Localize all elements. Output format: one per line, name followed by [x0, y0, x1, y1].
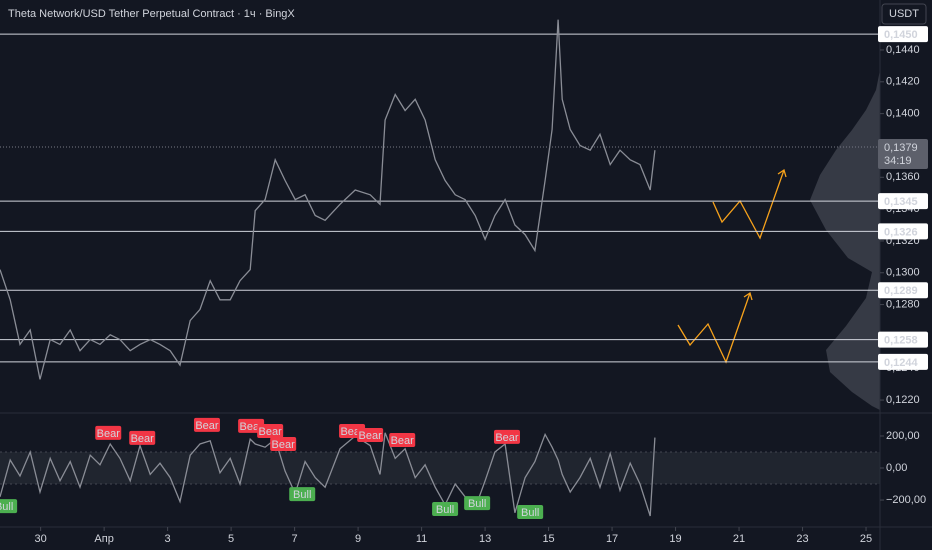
signal-label-box: [357, 428, 384, 443]
signal-label: Bear: [359, 430, 383, 442]
x-tick-label: 3: [165, 533, 171, 545]
level-label-box: [878, 282, 928, 299]
signal-label: Bull: [468, 498, 486, 510]
last-price-label: 0,1379: [884, 142, 918, 154]
y2-tick-label: 0,00: [886, 462, 907, 474]
signal-label: Bear: [391, 435, 415, 447]
signal-label: Bear: [272, 439, 296, 451]
signal-label-box: [129, 430, 156, 445]
level-label: 0,1450: [884, 29, 918, 41]
y-tick-label: 0,1220: [886, 394, 920, 406]
arrow-head: [777, 168, 787, 178]
signal-label: Bull: [521, 507, 539, 519]
signal-label: Bear: [131, 433, 155, 445]
signal-label-box: [432, 501, 459, 516]
y-tick-label: 0,1360: [886, 171, 920, 183]
oscillator-line: [0, 432, 656, 517]
level-label: 0,1289: [884, 285, 918, 297]
signal-label-box: [389, 432, 416, 447]
signal-label: Bear: [97, 428, 121, 440]
x-tick-label: 9: [355, 533, 361, 545]
x-tick-label: 15: [542, 533, 554, 545]
chart-title: Theta Network/USD Tether Perpetual Contr…: [8, 8, 295, 20]
level-label-box: [878, 193, 928, 210]
level-label: 0,1244: [884, 357, 919, 369]
signal-label-box: [95, 425, 122, 440]
level-label-box: [878, 223, 928, 240]
signal-label: Bear: [195, 420, 219, 432]
level-label-box: [878, 26, 928, 43]
signal-label-box: [464, 496, 491, 511]
x-tick-label: Апр: [94, 533, 113, 545]
x-tick-label: 7: [292, 533, 298, 545]
last-price-box: [878, 139, 928, 170]
price-line: [0, 19, 656, 380]
level-label: 0,1258: [884, 335, 918, 347]
y2-tick-label: −200,00: [886, 494, 926, 506]
currency-label[interactable]: USDT: [889, 8, 919, 20]
y-tick-label: 0,1280: [886, 298, 920, 310]
signal-label-box: [257, 424, 284, 439]
y-tick-label: 0,1440: [886, 44, 920, 56]
x-tick-label: 30: [35, 533, 47, 545]
x-tick-label: 11: [416, 533, 427, 545]
signal-label-box: [517, 505, 544, 520]
currency-button[interactable]: [881, 3, 927, 25]
level-label-box: [878, 353, 928, 370]
countdown: 34:19: [884, 155, 912, 167]
level-label: 0,1345: [884, 196, 918, 208]
arrow-head: [743, 291, 753, 301]
x-tick-label: 19: [669, 533, 681, 545]
signal-label-box: [289, 487, 316, 502]
x-tick-label: 13: [479, 533, 491, 545]
oscillator-band: [0, 451, 880, 485]
y-tick-label: 0,1300: [886, 267, 920, 279]
signal-label: Bear: [495, 432, 519, 444]
x-tick-label: 17: [606, 533, 618, 545]
projection-arrow: [677, 292, 751, 364]
signal-label-box: [0, 499, 18, 514]
signal-label-box: [270, 436, 297, 451]
level-label: 0,1326: [884, 226, 918, 238]
signal-label: Bull: [293, 489, 311, 501]
y-tick-label: 0,1400: [886, 108, 920, 120]
y-tick-label: 0,1420: [886, 76, 920, 88]
x-tick-label: 23: [796, 533, 808, 545]
signal-label: Bear: [259, 426, 283, 438]
signal-label: Bull: [436, 504, 454, 516]
signal-label-box: [493, 429, 520, 444]
level-label-box: [878, 331, 928, 348]
signal-label-box: [193, 417, 220, 432]
x-tick-label: 21: [733, 533, 745, 545]
y2-tick-label: 200,00: [886, 430, 920, 442]
x-tick-label: 25: [860, 533, 872, 545]
signal-label: Bull: [0, 501, 13, 513]
x-tick-label: 5: [228, 533, 234, 545]
volume-profile: [810, 70, 880, 410]
